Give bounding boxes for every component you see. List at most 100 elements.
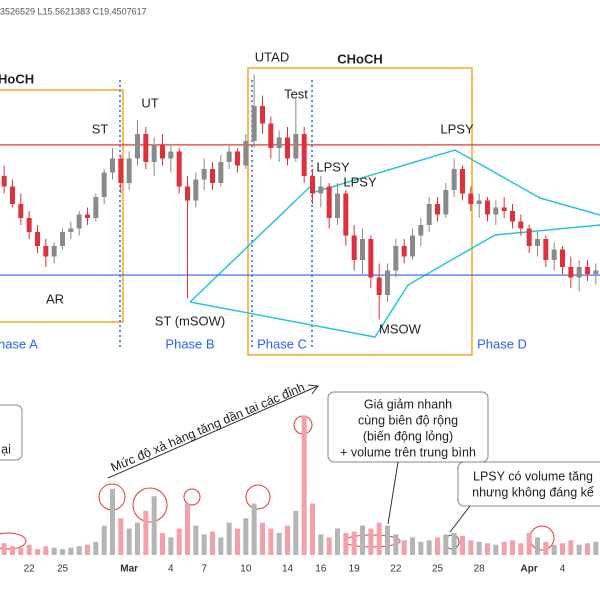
candle-body [385,270,390,295]
x-tick-label: Mar [120,564,138,575]
candle-body [1,176,7,187]
volume-trend-label: Mức độ xả hàng tăng dần tại các đỉnh [109,380,307,475]
volume-bar [576,544,582,555]
volume-bar [485,543,490,555]
volume-bar [585,543,590,555]
candle-body [26,218,32,232]
annotation: ST [92,121,109,136]
candle-body [501,207,507,211]
volume-bar [493,544,499,555]
annotation: Test [284,86,308,101]
note-line: Giá giảm nhanh [364,397,452,411]
candle-body [343,193,349,236]
candle-body [451,169,457,190]
candle-body [18,204,24,218]
volume-bar [326,537,332,555]
x-tick-label: 28 [474,564,486,575]
volume-bar [135,522,140,555]
volume-bar [368,528,374,555]
volume-bar [10,546,15,555]
volume-bar [293,510,299,555]
note-box [327,391,489,463]
x-tick-label: 19 [349,564,361,575]
candle-body [435,204,440,215]
highlight [245,484,271,510]
candle-body [543,239,549,260]
note-line: nhưng không đáng kể [472,485,594,499]
candle-body [418,225,424,236]
volume-bar [460,535,465,555]
header: 3526529 L15.5621383 C19.4507617 [0,6,147,16]
volume-bar [193,525,199,555]
candle-body [110,158,115,173]
x-tick-label: 7 [201,564,207,575]
candle-body [510,211,515,222]
volume-bar [226,522,232,555]
candle-body [285,137,290,159]
annotation: LPSY [440,121,474,136]
candle-body [443,190,449,215]
volume-bar [210,531,215,555]
candle-body [10,186,15,204]
note-box [0,404,23,461]
volume-bar [568,540,574,555]
volume-bar [360,525,365,555]
volume-bar [276,532,282,555]
candle-body [126,158,132,183]
candle-body [235,151,240,166]
annotation: MSOW [379,321,422,336]
x-tick-label: Apr [521,564,538,575]
candle-body [576,267,582,278]
candle-body [218,162,224,183]
volume-bar [118,518,124,555]
candle-body [401,246,407,257]
volume-bar [18,547,24,555]
annotation: ST (mSOW) [155,313,226,328]
candle-body [251,106,257,141]
volume-bar [335,528,340,555]
volume-bar [560,543,565,555]
volume-bar [426,540,432,555]
volume-bar [243,518,249,555]
volume-bar [26,544,32,555]
volume-bar [285,525,290,555]
annotation: LPSY [316,159,350,174]
candle-body [226,151,232,162]
volume-bar [385,525,390,555]
candle-body [35,232,40,246]
note-box [457,461,600,507]
candle-body [176,151,182,187]
candle-body [268,123,274,148]
highlight [0,532,27,550]
volume-bar [251,503,257,555]
volume-bar [451,532,457,555]
annotation: UTAD [255,49,289,64]
volume-bar [443,534,449,555]
volume-bar [218,537,224,555]
candle-body [60,232,65,246]
candle-body [260,106,265,124]
range-box [247,67,473,356]
candle-body [93,197,99,218]
annotation: AR [46,291,64,306]
phase-label: Phase B [165,336,214,351]
volume-bar [376,522,382,555]
volume-bar [101,525,107,555]
volume-bar [410,537,415,555]
phase-label: Phase D [477,336,527,351]
volume-bar [343,532,349,555]
candle-body [360,239,365,260]
annotation: HoCH [0,71,34,86]
volume-bar [535,537,540,555]
volume-bar [526,532,532,555]
volume-bar [85,544,90,555]
arrow [387,461,399,525]
candle-body [143,134,149,162]
volume-bar [476,541,482,555]
candle-body [51,246,57,257]
candle-body [593,270,599,274]
arrow [449,505,471,533]
candle-body [568,267,574,278]
x-tick-label: 4 [168,564,174,575]
